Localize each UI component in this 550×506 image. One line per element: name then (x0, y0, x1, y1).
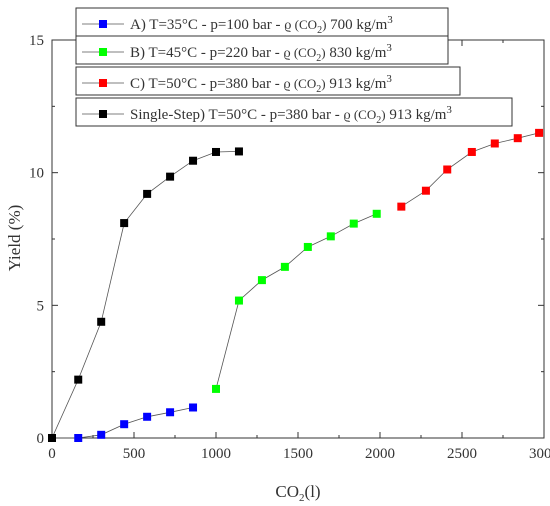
data-point (467, 147, 476, 156)
legend-label: C) T=50°C - p=380 bar - ϱ (CO2) 913 kg/m… (130, 73, 392, 95)
data-point (326, 232, 335, 241)
data-point (74, 434, 83, 442)
series-4 (48, 147, 243, 442)
data-point (166, 172, 175, 181)
legend-label-part: ) (322, 17, 326, 32)
legend-marker (99, 48, 107, 56)
legend-box (75, 35, 449, 65)
data-point (143, 189, 152, 198)
series-3 (397, 128, 544, 211)
series-layer (48, 128, 544, 442)
legend-label-part: 700 kg/m (326, 17, 387, 33)
data-point (443, 165, 452, 174)
data-point (189, 403, 198, 412)
legend-label-part: 830 kg/m (326, 45, 387, 61)
legend-label-part: 3 (386, 73, 392, 85)
legend-label-part: ϱ (283, 46, 290, 61)
legend-label-part: ϱ (283, 77, 290, 92)
legend-label-part: 2 (317, 25, 322, 36)
legend-label-part: (CO (291, 17, 317, 32)
data-point (535, 128, 544, 137)
legend-label-part: B) T=45°C - p=220 bar - (130, 45, 283, 61)
legend-label: A) T=35°C - p=100 bar - ϱ (CO2) 700 kg/m… (130, 14, 393, 36)
legend-item-3: C) T=50°C - p=380 bar - ϱ (CO2) 913 kg/m… (75, 66, 461, 96)
data-point (513, 134, 522, 143)
data-point (97, 317, 106, 326)
x-axis-title-tail: (l) (305, 482, 321, 501)
legend-label-part: ) (321, 76, 325, 91)
legend-label: Single-Step) T=50°C - p=380 bar - ϱ (CO2… (130, 104, 452, 126)
legend-label-part: 3 (386, 42, 392, 54)
legend-label-part: (CO (291, 45, 317, 60)
legend-box (75, 7, 449, 37)
legend-box (75, 97, 513, 127)
data-point (372, 209, 381, 218)
x-axis-title: CO2(l) (275, 482, 320, 504)
legend-box (75, 66, 461, 96)
y-axis-title: Yield (%) (5, 205, 24, 272)
legend-label-part: 913 kg/m (386, 107, 447, 123)
data-point (234, 296, 243, 305)
x-tick-label: 2000 (365, 446, 395, 462)
data-point (397, 202, 406, 211)
data-point (212, 147, 220, 156)
data-point (48, 434, 56, 442)
legend-item-2: B) T=45°C - p=220 bar - ϱ (CO2) 830 kg/m… (75, 35, 449, 65)
data-point (212, 384, 220, 393)
legend-label-part: A) T=35°C - p=100 bar - (130, 17, 284, 33)
legend-marker (99, 20, 107, 28)
data-point (120, 219, 129, 228)
legend: A) T=35°C - p=100 bar - ϱ (CO2) 700 kg/m… (75, 7, 513, 127)
legend-label-part: ϱ (284, 18, 291, 33)
legend-label-part: 2 (316, 84, 321, 95)
data-point (280, 262, 289, 271)
data-point (303, 242, 312, 251)
data-point (120, 420, 129, 429)
x-tick-label: 2500 (447, 446, 477, 462)
legend-label-part: 3 (446, 104, 452, 116)
legend-label-part: Single-Step) T=50°C - p=380 bar - (130, 107, 343, 123)
data-point (234, 147, 243, 156)
x-tick-label: 1500 (283, 446, 313, 462)
x-axis-title-sub: 2 (299, 492, 305, 504)
legend-item-4: Single-Step) T=50°C - p=380 bar - ϱ (CO2… (75, 97, 513, 127)
x-tick-label: 1000 (201, 446, 231, 462)
data-point (143, 412, 152, 421)
data-point (74, 375, 83, 384)
data-point (97, 430, 106, 439)
data-point (490, 139, 499, 148)
x-tick-label: 0 (48, 446, 56, 462)
series-2 (212, 209, 381, 393)
data-point (421, 186, 430, 195)
legend-label-part: 913 kg/m (326, 76, 387, 92)
legend-label-part: ) (381, 107, 385, 122)
legend-label-part: 3 (387, 14, 393, 26)
y-tick-label: 0 (37, 431, 45, 447)
y-tick-label: 10 (29, 166, 44, 182)
legend-label: B) T=45°C - p=220 bar - ϱ (CO2) 830 kg/m… (130, 42, 392, 64)
legend-label-part: ) (321, 45, 325, 60)
data-point (189, 156, 198, 165)
legend-marker (99, 79, 107, 87)
legend-label-part: 2 (316, 53, 321, 64)
data-point (349, 219, 358, 228)
x-axis-title-main: CO (275, 482, 299, 501)
legend-item-1: A) T=35°C - p=100 bar - ϱ (CO2) 700 kg/m… (75, 7, 449, 37)
x-tick-label: 500 (123, 446, 146, 462)
legend-label-part: C) T=50°C - p=380 bar - (130, 76, 283, 92)
y-tick-label: 5 (37, 298, 45, 314)
legend-label-part: 2 (376, 115, 381, 126)
legend-label-part: (CO (351, 107, 377, 122)
legend-label-part: ϱ (343, 108, 350, 123)
data-point (166, 408, 175, 417)
legend-marker (99, 110, 107, 118)
y-tick-label: 15 (29, 33, 44, 49)
legend-label-part: (CO (291, 76, 317, 91)
data-point (257, 276, 266, 285)
